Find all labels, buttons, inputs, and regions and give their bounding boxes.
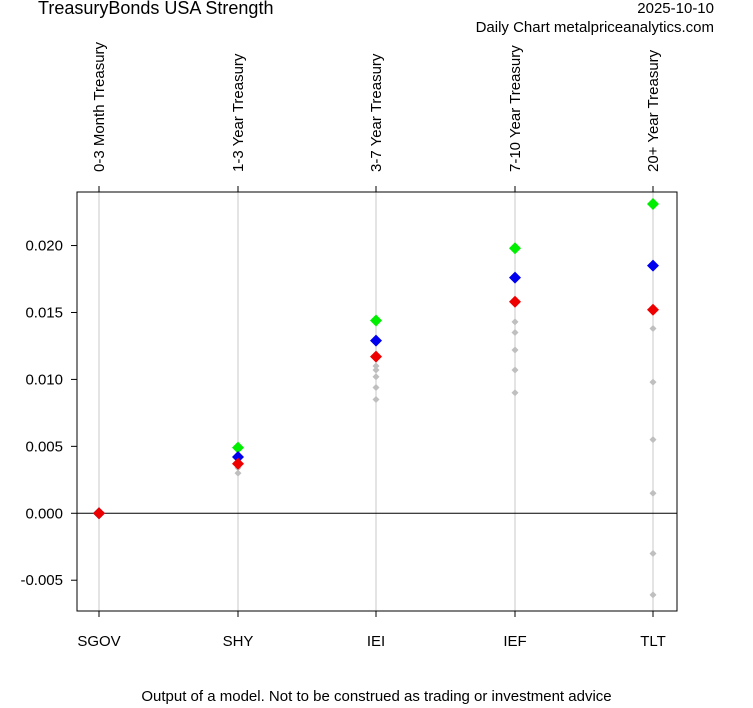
chart-title: TreasuryBonds USA Strength xyxy=(38,0,274,18)
y-tick-label: 0.005 xyxy=(25,438,63,455)
blue-point-iei xyxy=(370,334,382,347)
history-point xyxy=(372,383,380,391)
red-point-iei xyxy=(370,350,382,363)
history-point xyxy=(649,325,657,333)
source-label: Daily Chart metalpriceanalytics.com xyxy=(475,19,714,36)
history-point xyxy=(372,366,380,374)
green-point-iei xyxy=(370,314,382,327)
plot-frame xyxy=(76,191,678,612)
history-point xyxy=(511,366,519,374)
blue-point-tlt xyxy=(647,259,659,272)
x-tick-label-shy: SHY xyxy=(223,633,254,650)
y-tick-label: 0.000 xyxy=(25,505,63,522)
history-point xyxy=(234,469,242,477)
gridlines xyxy=(77,192,677,611)
history-point xyxy=(511,329,519,337)
history-point xyxy=(649,378,657,386)
top-label-sgov: 0-3 Month Treasury xyxy=(91,41,108,172)
top-label-ief: 7-10 Year Treasury xyxy=(507,45,524,172)
disclaimer-text: Output of a model. Not to be construed a… xyxy=(141,688,612,705)
blue-point-shy xyxy=(232,451,244,464)
blue-point-ief xyxy=(509,271,521,284)
green-point-tlt xyxy=(647,198,659,211)
y-tick-label: -0.005 xyxy=(20,572,63,589)
y-tick-label: 0.020 xyxy=(25,238,63,255)
top-label-iei: 3-7 Year Treasury xyxy=(368,53,385,172)
date-label: 2025-10-10 xyxy=(637,0,714,17)
red-point-shy xyxy=(232,457,244,470)
green-point-ief xyxy=(509,242,521,255)
x-tick-label-tlt: TLT xyxy=(640,633,666,650)
history-point xyxy=(649,591,657,599)
axes: -0.005 0.000 0.005 0.010 0.015 0.020 SGOV SHY IE… xyxy=(20,41,665,650)
red-point-ief xyxy=(509,295,521,308)
history-point xyxy=(372,395,380,403)
green-point-shy xyxy=(232,441,244,454)
red-point-tlt xyxy=(647,303,659,316)
history-point xyxy=(511,346,519,354)
history-point xyxy=(511,389,519,397)
top-label-shy: 1-3 Year Treasury xyxy=(230,53,247,172)
y-tick-label: 0.015 xyxy=(25,304,63,321)
history-point xyxy=(649,436,657,444)
history-point xyxy=(649,489,657,497)
top-label-tlt: 20+ Year Treasury xyxy=(645,49,662,172)
history-point xyxy=(511,318,519,326)
history-point xyxy=(372,373,380,381)
strength-points xyxy=(93,198,659,520)
y-tick-label: 0.010 xyxy=(25,371,63,388)
x-tick-label-sgov: SGOV xyxy=(77,633,120,650)
x-tick-label-iei: IEI xyxy=(367,633,385,650)
history-point xyxy=(649,549,657,557)
x-tick-label-ief: IEF xyxy=(503,633,526,650)
red-point-sgov xyxy=(93,507,105,520)
history-point xyxy=(372,362,380,370)
